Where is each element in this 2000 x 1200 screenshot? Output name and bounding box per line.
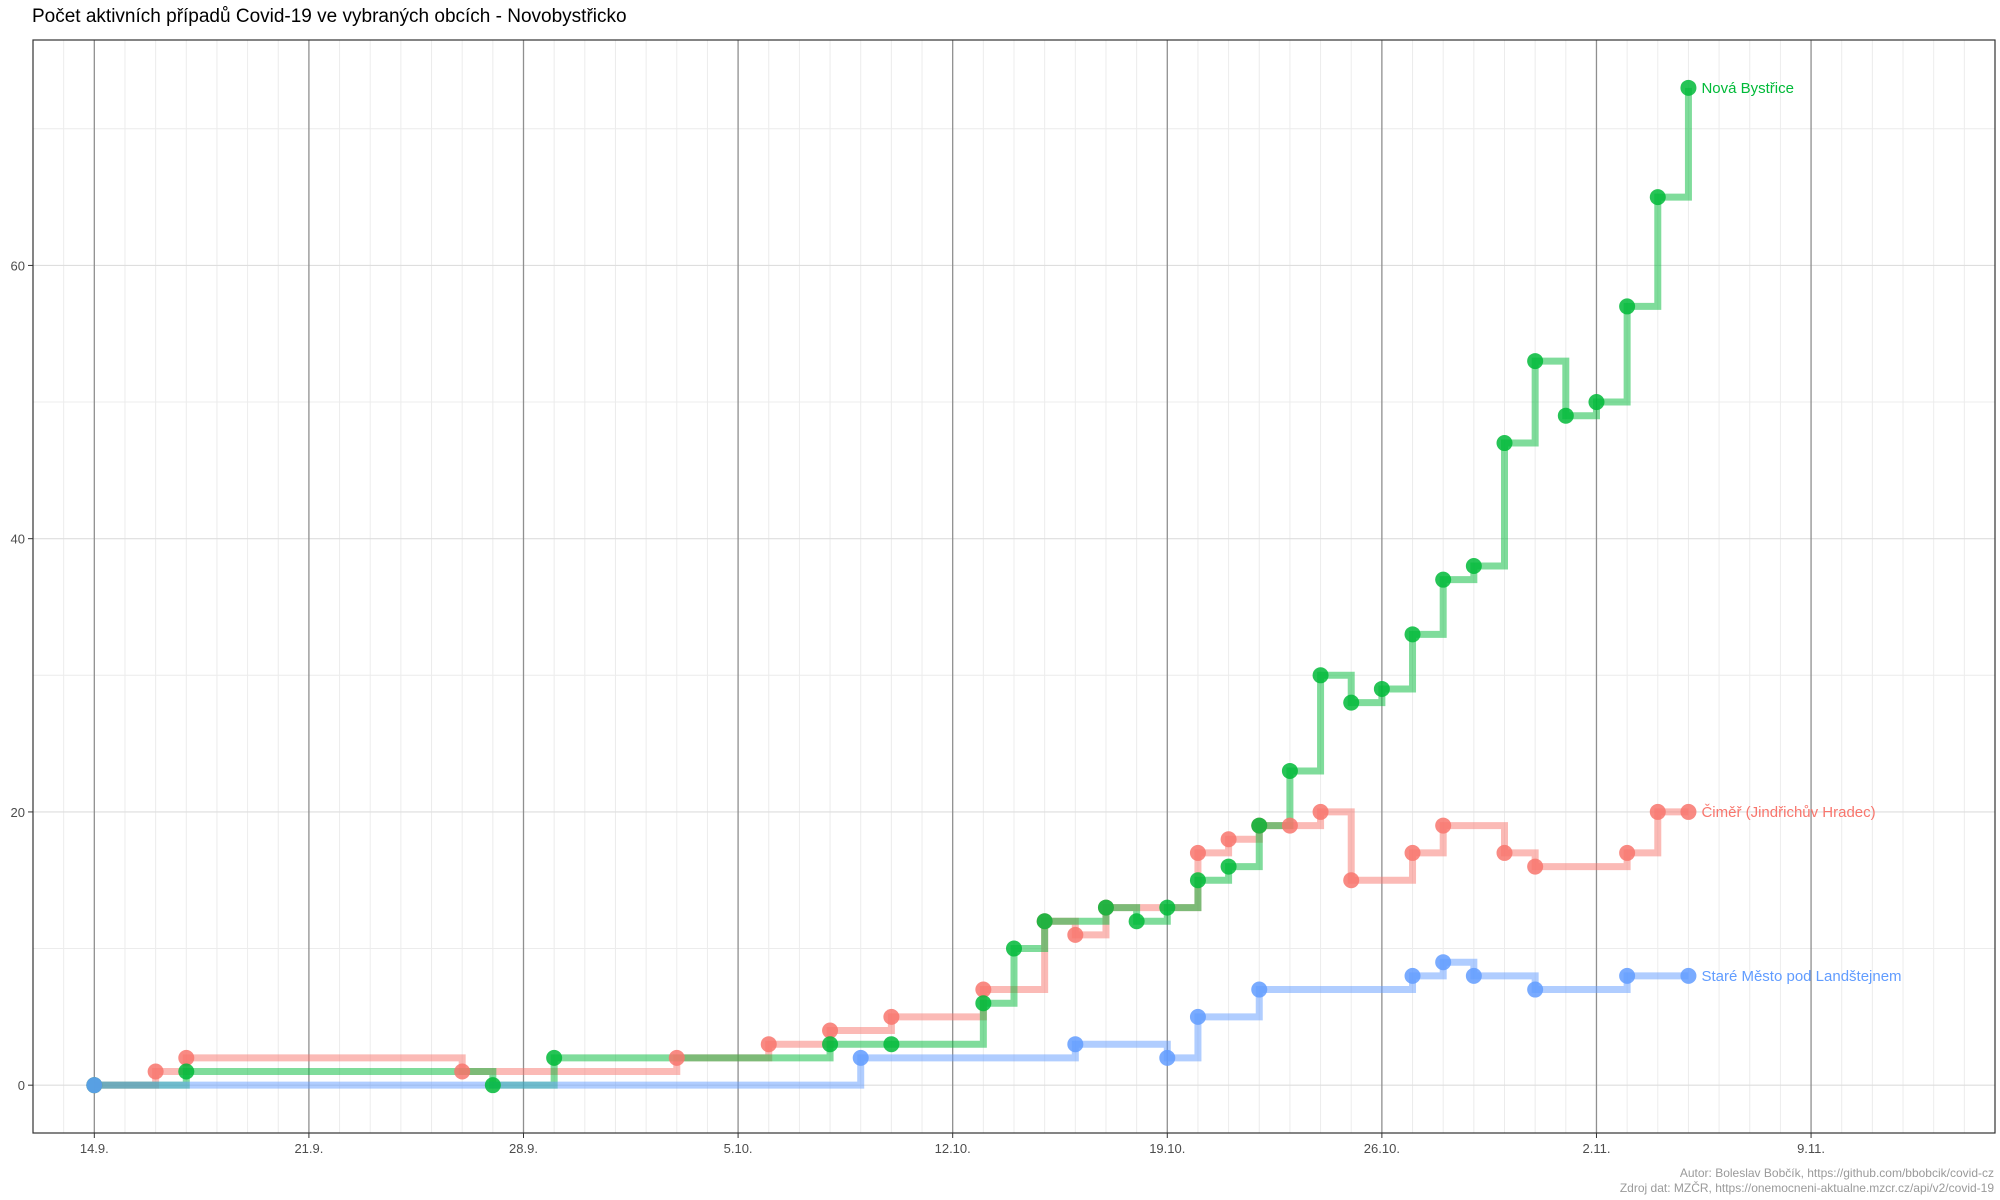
data-point: [883, 1008, 900, 1025]
data-point: [1404, 626, 1421, 643]
data-point: [1220, 858, 1237, 875]
data-point: [1465, 558, 1482, 575]
data-point: [975, 981, 992, 998]
data-point: [1527, 981, 1544, 998]
data-point: [1465, 967, 1482, 984]
data-point: [1496, 844, 1513, 861]
data-point: [454, 1063, 471, 1080]
data-point: [1649, 803, 1666, 820]
data-point: [1680, 967, 1697, 984]
series-end-label: Nová Bystřice: [1701, 80, 1794, 97]
data-point: [975, 995, 992, 1012]
x-tick-label: 19.10.: [1149, 1141, 1185, 1156]
data-point: [1527, 353, 1544, 370]
data-point: [178, 1063, 195, 1080]
data-point: [1312, 667, 1329, 684]
data-point: [1251, 981, 1268, 998]
data-point: [1404, 844, 1421, 861]
x-tick-label: 14.9.: [80, 1141, 109, 1156]
y-tick-label: 40: [11, 532, 25, 547]
x-tick-label: 9.11.: [1797, 1141, 1825, 1156]
data-point: [883, 1036, 900, 1053]
data-point: [1097, 899, 1114, 916]
data-point: [1159, 899, 1176, 916]
chart-caption: Autor: Boleslav Bobčík, https://github.c…: [1620, 1166, 1994, 1196]
caption-author: Autor: Boleslav Bobčík, https://github.c…: [1679, 1166, 1994, 1180]
data-point: [1281, 762, 1298, 779]
data-point: [1649, 189, 1666, 206]
plot-border: [32, 39, 1996, 1134]
data-point: [1281, 817, 1298, 834]
data-point: [1619, 967, 1636, 984]
data-point: [147, 1063, 164, 1080]
data-point: [760, 1036, 777, 1053]
x-tick-label: 26.10.: [1364, 1141, 1400, 1156]
data-point: [1619, 298, 1636, 315]
data-point: [86, 1077, 103, 1094]
data-point: [852, 1049, 869, 1066]
y-tick-label: 0: [18, 1078, 25, 1093]
series-line-1: [94, 87, 1692, 1089]
x-tick-label: 5.10.: [724, 1141, 753, 1156]
data-point: [1251, 817, 1268, 834]
y-tick-label: 60: [11, 258, 25, 273]
data-point: [1189, 844, 1206, 861]
data-point: [1220, 831, 1237, 848]
data-point: [178, 1049, 195, 1066]
data-point: [1588, 394, 1605, 411]
data-point: [1128, 913, 1145, 930]
data-point: [1435, 571, 1452, 588]
data-point: [1619, 844, 1636, 861]
x-tick-label: 28.9.: [509, 1141, 538, 1156]
data-point: [1435, 954, 1452, 971]
data-point: [1189, 1008, 1206, 1025]
data-point: [484, 1077, 501, 1094]
data-point: [1312, 803, 1329, 820]
data-point: [1527, 858, 1544, 875]
x-tick-label: 2.11.: [1582, 1141, 1610, 1156]
x-tick-label: 21.9.: [294, 1141, 323, 1156]
data-point: [1680, 79, 1697, 96]
data-point: [822, 1036, 839, 1053]
data-point: [1159, 1049, 1176, 1066]
data-point: [1067, 1036, 1084, 1053]
data-point: [1067, 926, 1084, 943]
data-point: [1189, 872, 1206, 889]
data-point: [1404, 967, 1421, 984]
data-point: [1343, 872, 1360, 889]
data-point: [546, 1049, 563, 1066]
data-point: [1373, 680, 1390, 697]
x-tick-label: 12.10.: [935, 1141, 971, 1156]
data-point: [1680, 803, 1697, 820]
data-point: [1343, 694, 1360, 711]
data-point: [1435, 817, 1452, 834]
data-point: [668, 1049, 685, 1066]
data-point: [822, 1022, 839, 1039]
data-point: [1557, 407, 1574, 424]
data-point: [1006, 940, 1022, 957]
y-tick-label: 20: [11, 805, 25, 820]
data-point: [1036, 913, 1053, 930]
series-end-label: Staré Město pod Landštejnem: [1701, 968, 1901, 985]
data-point: [1496, 435, 1513, 452]
series-end-label: Čiměř (Jindřichův Hradec): [1701, 804, 1875, 821]
caption-source: Zdroj dat: MZČR, https://onemocneni-aktu…: [1619, 1181, 1994, 1195]
chart-title: Počet aktivních případů Covid-19 ve vybr…: [32, 6, 627, 27]
